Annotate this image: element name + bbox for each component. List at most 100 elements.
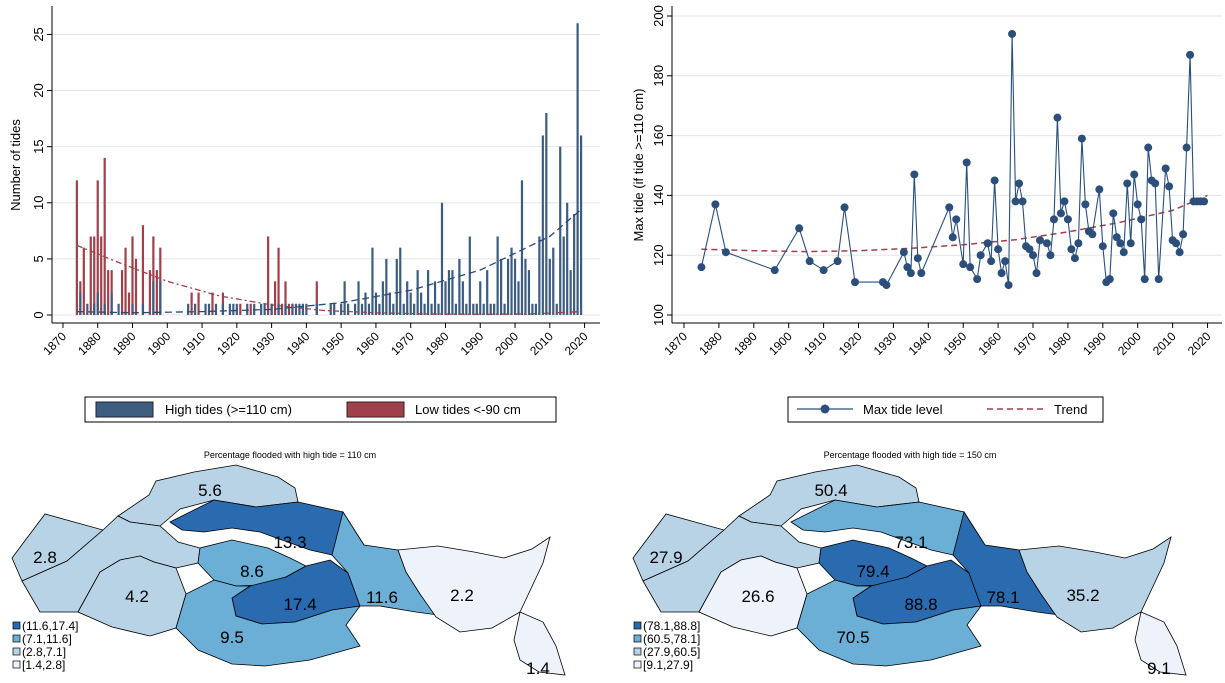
map-legend-label: (27.9,60.5] <box>643 645 700 659</box>
max-tide-point <box>1186 50 1195 59</box>
max-tide-point <box>851 278 860 287</box>
high-tide-bar <box>214 303 218 315</box>
max-tide-point <box>913 254 922 263</box>
high-tide-bar <box>444 281 447 315</box>
map-region-label-north-center: 13.3 <box>273 533 306 552</box>
high-tide-bar <box>301 303 304 315</box>
high-tide-bar <box>329 303 332 315</box>
low-tide-bar <box>287 303 291 315</box>
c2-y-tick-label: 200 <box>651 5 666 27</box>
high-tide-bar <box>437 303 440 315</box>
map-legend-swatch <box>12 634 21 643</box>
high-tide-bar <box>562 236 565 315</box>
max-tide-point <box>795 224 804 233</box>
max-tide-point <box>840 203 849 212</box>
max-tide-point <box>1095 185 1104 194</box>
c2-x-tick-label: 1940 <box>906 329 935 358</box>
max-tide-point <box>697 263 706 272</box>
high-tide-bar <box>117 303 120 315</box>
high-tide-bar <box>423 303 426 315</box>
max-tide-point <box>1049 215 1058 224</box>
low-tide-bar <box>141 225 145 315</box>
map-region-label-north: 50.4 <box>814 481 847 500</box>
max-tide-point <box>1144 143 1153 152</box>
low-tide-bar <box>131 236 134 315</box>
map2-legend: (78.1,88.8](60.5,78.1](27.9,60.5][9.1,27… <box>633 619 700 672</box>
c2-x-tick-label: 2020 <box>1185 329 1214 358</box>
low-tide-bar <box>284 281 287 315</box>
max-tide-point <box>903 263 912 272</box>
max-tide-point <box>1015 179 1024 188</box>
max-tide-point <box>973 275 982 284</box>
high-tide-bar <box>235 303 238 315</box>
high-tide-bar <box>413 303 416 315</box>
max-tide-point <box>1088 230 1097 239</box>
map-region-south-east <box>513 611 566 676</box>
high-tide-bar <box>141 303 145 315</box>
max-tide-point <box>1179 230 1188 239</box>
c2-axes <box>667 6 1222 328</box>
map-region-north <box>117 464 299 527</box>
map-region-label-south-east: 1.4 <box>526 659 550 678</box>
map-region-south-west <box>77 555 187 637</box>
legend-swatch-high <box>95 401 154 418</box>
high-tide-bar <box>277 303 280 315</box>
c2-x-tick-label: 1900 <box>766 329 795 358</box>
c2-x-tick-label: 1950 <box>941 329 970 358</box>
max-tide-point <box>1140 275 1149 284</box>
low-tide-bar <box>211 292 214 315</box>
max-tide-point <box>1137 215 1146 224</box>
c1-y-tick-label: 15 <box>31 139 46 153</box>
c2-x-tick-label: 1910 <box>801 329 830 358</box>
c2-x-tick-label: 1930 <box>871 329 900 358</box>
c1-x-tick-labels: 1870 1880 1890 1900 1910 1920 1930 1940 1950 1960… <box>40 329 591 358</box>
max-tide-point <box>1081 200 1090 209</box>
c2-y-axis-label: Max tide (if tide >=110 cm) <box>631 89 646 242</box>
high-tide-bar <box>221 303 225 315</box>
c1-y-tick-label: 10 <box>31 196 46 210</box>
high-tide-bar <box>388 292 391 315</box>
c1-x-tick-label: 2010 <box>527 329 556 358</box>
map-region-north-center <box>169 499 365 556</box>
high-tide-bar <box>246 303 249 315</box>
c2-y-tick-label: 180 <box>651 65 666 87</box>
high-tide-bar <box>392 303 395 315</box>
high-tide-bar <box>506 258 510 315</box>
high-tide-bar <box>152 281 155 315</box>
c1-y-tick-label: 20 <box>31 83 46 97</box>
max-tide-point <box>1151 179 1160 188</box>
high-tide-bar <box>367 303 371 315</box>
low-tide-bar <box>155 270 158 315</box>
c2-series-line <box>700 33 1204 286</box>
legend-label-trend: Trend <box>1054 402 1087 417</box>
low-tide-bar <box>277 247 280 315</box>
c1-y-tick-label: 0 <box>31 311 46 318</box>
legend-label-high: High tides (>=110 cm) <box>165 402 292 417</box>
map-legend-label: (7.1,11.6] <box>22 632 72 646</box>
high-tide-bar <box>395 258 398 315</box>
max-tide-point <box>987 257 996 266</box>
map-legend-label: [1.4,2.8] <box>22 658 65 672</box>
max-tide-point <box>1070 254 1079 263</box>
max-tide-point <box>1200 197 1209 206</box>
high-tide-bar <box>364 292 367 315</box>
high-tide-bar <box>402 303 405 315</box>
max-tide-point <box>1098 242 1107 251</box>
high-tide-bar <box>399 247 402 315</box>
max-tide-point <box>1105 275 1114 284</box>
map-region-south <box>796 579 982 667</box>
max-tide-point <box>882 281 891 290</box>
map-legend-swatch <box>633 660 642 669</box>
high-tide-bar <box>503 303 506 315</box>
high-tide-bar <box>232 303 235 315</box>
c2-x-tick-labels: 1870 1880 1890 1900 1910 1920 1930 1940 1950 1960… <box>661 329 1214 358</box>
high-tide-bar <box>357 281 360 315</box>
max-tide-line-chart: 1870 1880 1890 1900 1910 1920 1930 1940 1950 1960… <box>631 5 1222 358</box>
map1-title: Percentage flooded with high tide = 110 … <box>204 450 376 460</box>
map-region-label-east-center: 78.1 <box>986 588 1019 607</box>
high-tide-bar <box>360 303 364 315</box>
low-tide-bar <box>315 281 318 315</box>
c2-x-tick-label: 1890 <box>731 329 760 358</box>
c1-x-tick-label: 1910 <box>179 329 208 358</box>
max-tide-point <box>721 248 730 257</box>
